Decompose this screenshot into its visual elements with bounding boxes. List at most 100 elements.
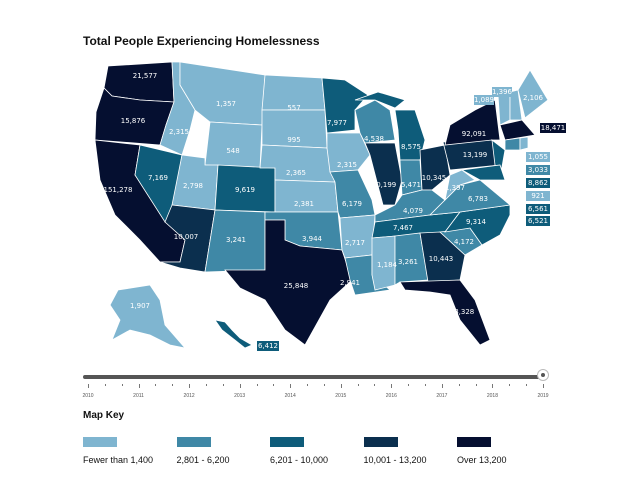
state-wy[interactable] (204, 121, 263, 169)
state-oh[interactable] (419, 144, 451, 191)
state-callout-vt[interactable] (474, 95, 494, 105)
year-tick (441, 384, 443, 388)
year-label[interactable]: 2015 (335, 393, 347, 399)
year-label[interactable]: 2013 (234, 393, 246, 399)
state-wv[interactable] (444, 169, 476, 202)
year-tick (492, 384, 494, 388)
state-value-label: 6,179 (342, 200, 362, 208)
map-title: Total People Experiencing Homelessness (83, 34, 320, 48)
year-tick (88, 384, 89, 388)
state-callout-hi[interactable] (257, 341, 279, 351)
year-tick (509, 384, 511, 386)
year-tick (172, 384, 174, 386)
state-value-label: 1,397 (445, 184, 465, 192)
state-value-label: 5,471 (401, 181, 421, 189)
state-value-label: 18,471 (541, 124, 566, 132)
state-value-label: 2,315 (169, 128, 189, 136)
map-key-swatch (83, 437, 117, 447)
map-key-swatch (363, 437, 398, 447)
state-mn[interactable] (321, 77, 369, 134)
state-fl[interactable] (399, 279, 491, 346)
state-callout-md[interactable] (526, 204, 550, 214)
state-tx[interactable] (224, 219, 353, 346)
state-me[interactable] (517, 69, 549, 119)
map-key-label: 10,001 - 13,200 (363, 455, 427, 465)
state-value-label: 10,007 (174, 233, 199, 241)
state-value-label: 10,443 (429, 255, 454, 263)
state-value-label: 3,944 (302, 235, 323, 243)
year-slider-track[interactable] (83, 375, 545, 379)
state-value-label: 2,717 (345, 239, 365, 247)
state-value-label: 1,184 (377, 261, 398, 269)
year-tick (222, 384, 224, 386)
state-value-label: 151,278 (104, 186, 133, 194)
state-value-label: 921 (531, 192, 544, 200)
year-label[interactable]: 2017 (436, 393, 448, 399)
map-key-title: Map Key (83, 410, 125, 421)
map-key-label: 2,801 - 6,200 (176, 455, 230, 465)
state-value-label: 2,381 (294, 200, 314, 208)
state-value-label: 2,798 (183, 182, 203, 190)
state-value-label: 548 (226, 147, 239, 155)
state-md[interactable] (460, 164, 506, 181)
state-value-label: 9,619 (235, 186, 255, 194)
us-choropleth-map: 21,577 15,876 151,278 7,169 2,315 1,357 548 2,7… (94, 61, 566, 351)
state-value-label: 92,091 (462, 130, 487, 138)
state-value-label: 2,365 (286, 169, 306, 177)
year-tick (323, 384, 325, 386)
state-value-label: 9,314 (466, 218, 487, 226)
year-slider-handle[interactable] (537, 369, 549, 381)
map-key-label: Fewer than 1,400 (83, 455, 154, 465)
state-value-label: 7,467 (393, 224, 413, 232)
state-callout-nh[interactable] (492, 87, 512, 97)
year-tick (121, 384, 123, 386)
map-key-swatch (457, 437, 491, 447)
year-label[interactable]: 2014 (284, 393, 296, 399)
year-label[interactable]: 2012 (183, 393, 195, 399)
year-label[interactable]: 2010 (82, 393, 94, 399)
state-value-label: 6,412 (258, 342, 278, 350)
state-value-label: 1,357 (216, 100, 236, 108)
year-tick (138, 384, 140, 388)
state-hi[interactable] (214, 319, 253, 349)
state-value-label: 6,561 (528, 205, 548, 213)
state-value-label: 10,345 (422, 174, 447, 182)
year-tick (475, 384, 477, 386)
year-label[interactable]: 2019 (537, 393, 549, 399)
state-ny[interactable] (444, 99, 501, 146)
state-value-label: 2,106 (523, 94, 544, 102)
state-callout-nj[interactable] (526, 178, 550, 188)
year-label[interactable]: 2016 (385, 393, 397, 399)
state-value-label: 995 (287, 136, 300, 144)
state-value-label: 3,033 (528, 166, 548, 174)
state-ga[interactable] (419, 231, 466, 283)
map-key-label: Over 13,200 (457, 455, 507, 465)
state-ri[interactable] (519, 136, 529, 151)
year-tick (104, 384, 106, 386)
year-label[interactable]: 2018 (486, 393, 498, 399)
state-value-label: 1,907 (130, 302, 150, 310)
year-label[interactable]: 2011 (133, 393, 144, 399)
state-callout-ct[interactable] (526, 165, 550, 175)
state-value-label: 13,199 (463, 151, 488, 159)
year-tick (290, 384, 292, 388)
state-al[interactable] (394, 232, 429, 286)
state-callout-de[interactable] (526, 191, 550, 201)
state-callout-ri[interactable] (526, 152, 550, 162)
state-ak[interactable] (109, 284, 187, 349)
year-tick (273, 384, 275, 386)
state-il[interactable] (364, 142, 403, 206)
year-tick (256, 384, 258, 386)
state-ct[interactable] (504, 137, 521, 151)
state-value-label: 4,172 (454, 238, 474, 246)
state-ma[interactable] (499, 119, 536, 141)
map-key-label: 6,201 - 10,000 (270, 455, 329, 465)
state-in[interactable] (399, 159, 423, 196)
state-mi[interactable] (354, 91, 406, 109)
state-callout-dc[interactable] (526, 216, 550, 226)
state-callout-ma[interactable] (540, 123, 566, 133)
year-tick (458, 384, 460, 386)
state-ar[interactable] (339, 214, 376, 259)
state-value-label: 4,538 (364, 135, 384, 143)
